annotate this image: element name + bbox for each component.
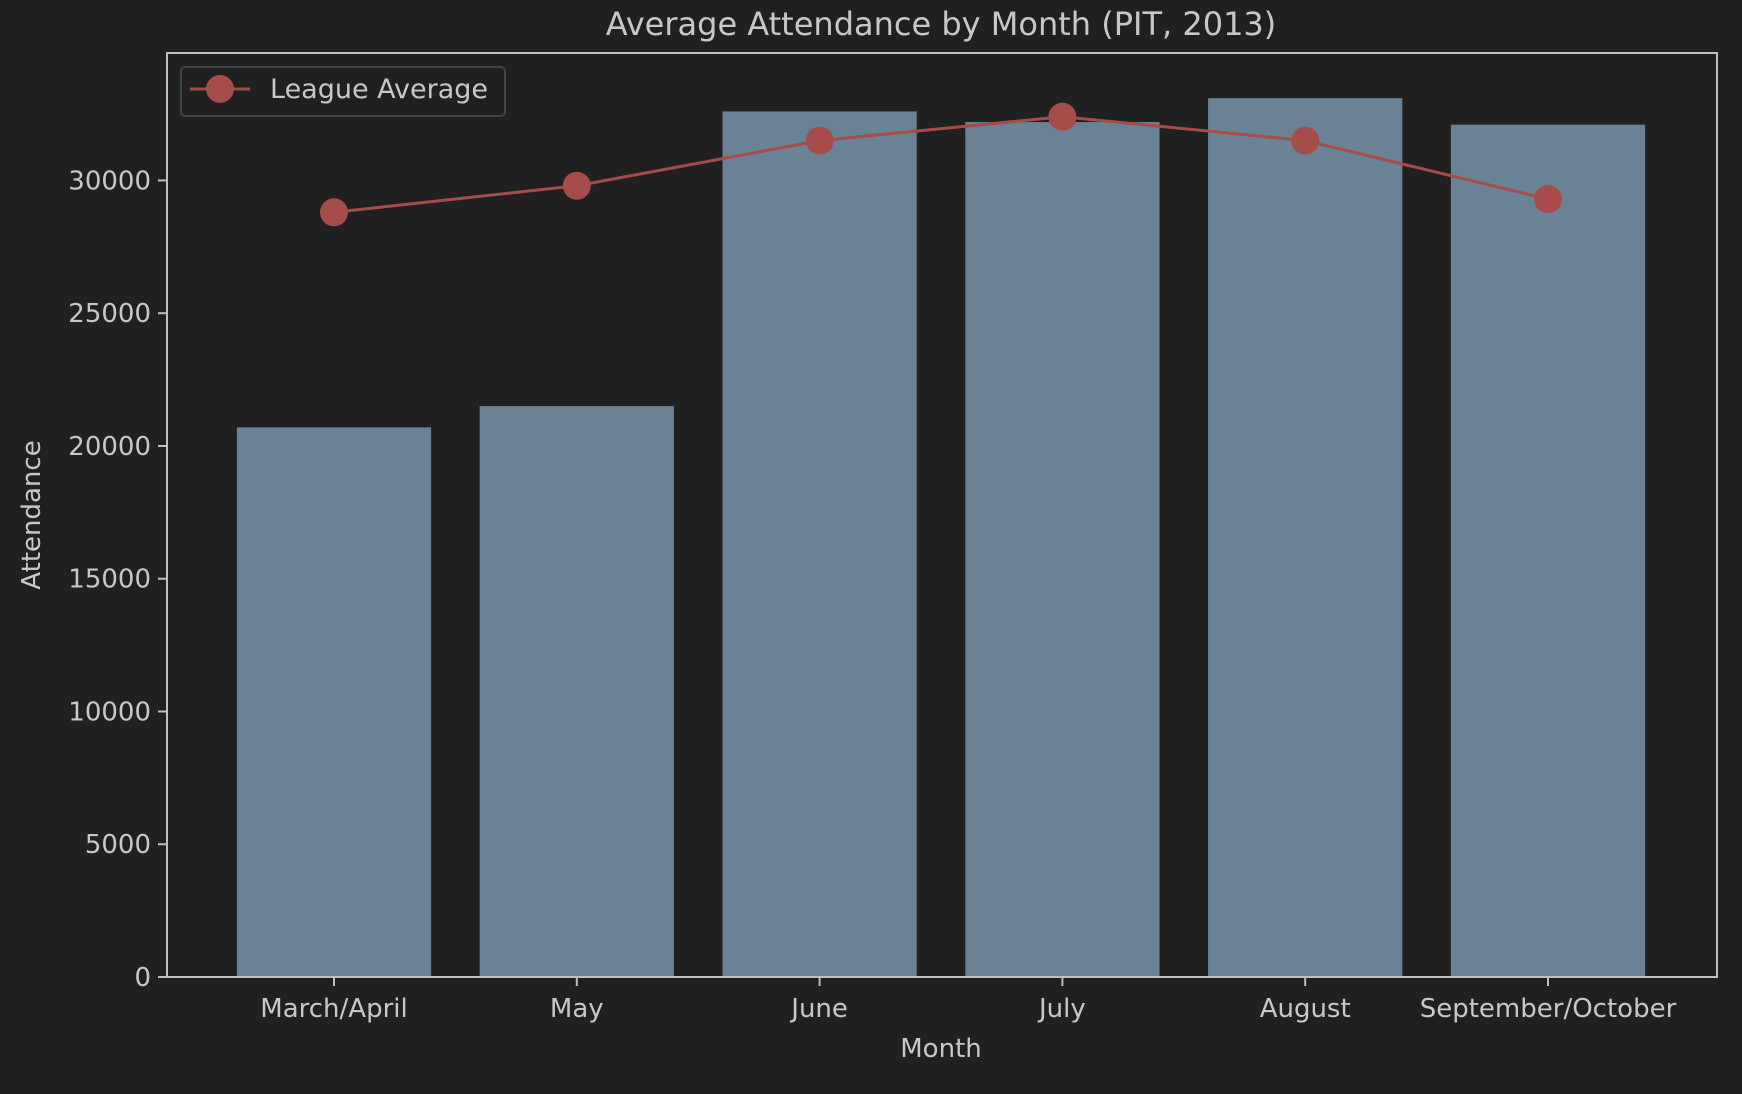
line-point xyxy=(1048,102,1077,131)
x-tick-label: September/October xyxy=(1420,994,1677,1024)
line-point xyxy=(1291,126,1320,155)
y-tick-label: 10000 xyxy=(68,697,151,727)
y-tick-label: 20000 xyxy=(68,432,151,462)
y-tick-label: 0 xyxy=(134,963,151,993)
y-axis: 0 5000 10000 15000 20000 25000 30000 xyxy=(68,166,167,993)
x-tick-label: August xyxy=(1260,994,1351,1024)
y-tick-label: 15000 xyxy=(68,565,151,595)
bars-layer xyxy=(236,98,1646,978)
legend-marker-icon xyxy=(206,75,234,103)
chart-title: Average Attendance by Month (PIT, 2013) xyxy=(606,5,1277,43)
line-point xyxy=(562,171,591,200)
bar xyxy=(722,111,917,977)
x-axis: March/April May June July August September/Oc… xyxy=(260,977,1677,1024)
y-tick-label: 5000 xyxy=(85,830,151,860)
y-tick-label: 25000 xyxy=(68,299,151,329)
line-point xyxy=(805,126,834,155)
league-average-series xyxy=(320,102,1562,227)
bar xyxy=(965,122,1160,977)
x-tick-label: March/April xyxy=(260,994,407,1024)
legend-box xyxy=(180,66,506,117)
legend-label: League Average xyxy=(270,74,488,105)
legend: League Average xyxy=(180,66,506,117)
x-axis-label: Month xyxy=(900,1034,982,1064)
x-tick-label: July xyxy=(1037,994,1086,1024)
x-tick-label: June xyxy=(789,994,848,1024)
line-point xyxy=(320,198,348,227)
y-tick-label: 30000 xyxy=(68,166,151,196)
line-point xyxy=(1534,185,1562,214)
x-tick-label: May xyxy=(550,994,604,1024)
bar xyxy=(1450,124,1646,978)
bar xyxy=(236,427,432,978)
bar xyxy=(479,406,674,977)
bar xyxy=(1208,98,1403,977)
y-axis-label: Attendance xyxy=(17,440,47,589)
plot-frame xyxy=(166,52,1718,978)
series-line xyxy=(333,115,1549,214)
